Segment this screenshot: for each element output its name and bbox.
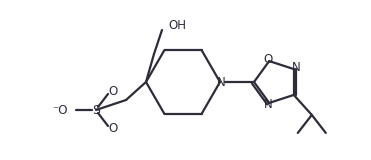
Text: OH: OH xyxy=(168,19,186,32)
Text: O: O xyxy=(263,53,273,66)
Text: N: N xyxy=(217,76,225,88)
Text: O: O xyxy=(108,123,118,136)
Text: S: S xyxy=(92,104,100,116)
Text: O: O xyxy=(108,84,118,97)
Text: ⁻O: ⁻O xyxy=(53,104,68,116)
Text: N: N xyxy=(264,98,273,111)
Text: N: N xyxy=(292,61,300,74)
